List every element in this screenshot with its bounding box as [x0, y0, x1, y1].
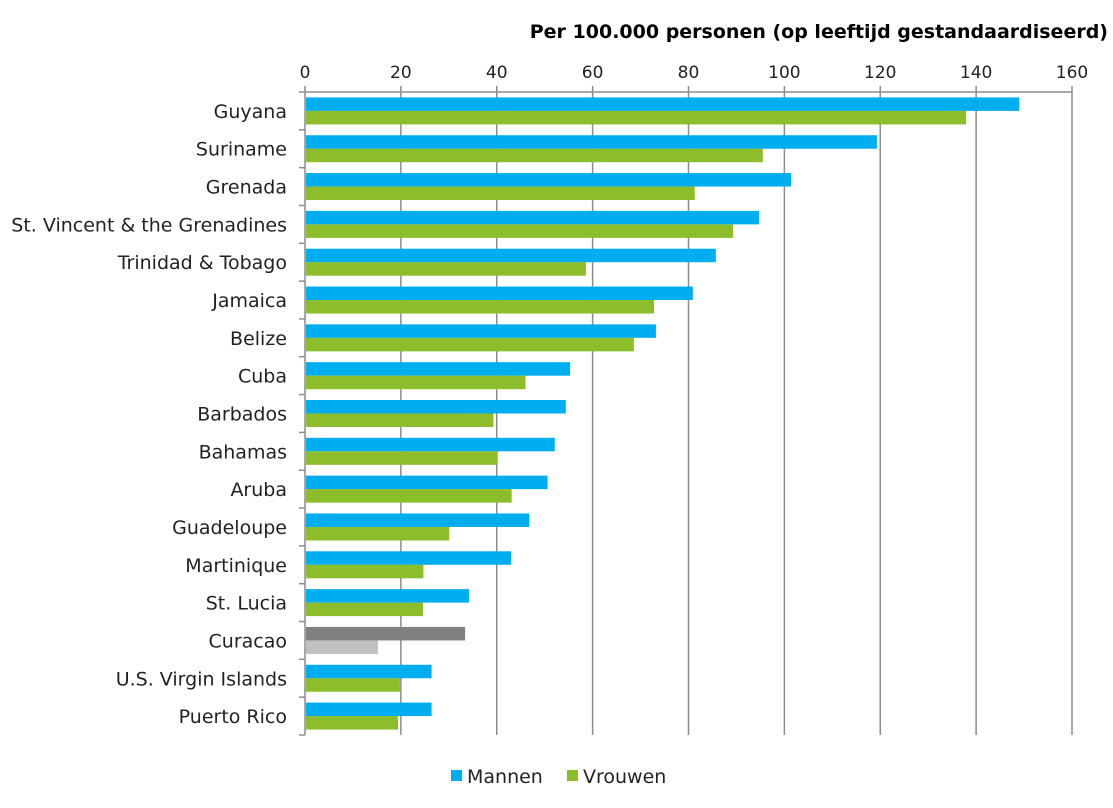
category-label: Martinique	[185, 555, 287, 577]
bar-mannen	[306, 589, 469, 603]
category-label: Aruba	[230, 479, 287, 501]
bar-vrouwen	[306, 186, 695, 201]
bar-mannen	[306, 437, 555, 452]
bar-vrouwen	[306, 526, 450, 541]
category-label: Cuba	[238, 366, 287, 388]
bar-mannen	[306, 400, 566, 414]
category-label: Puerto Rico	[179, 706, 287, 728]
bar-mannen	[306, 664, 432, 679]
x-tick-label: 80	[678, 63, 700, 83]
bar-vrouwen	[306, 224, 734, 238]
category-label: Grenada	[206, 177, 287, 199]
bar-mannen	[306, 362, 571, 376]
bar-vrouwen	[306, 602, 423, 617]
bar-mannen	[306, 551, 512, 565]
legend-label: Vrouwen	[583, 766, 666, 788]
bar-mannen	[306, 97, 1020, 111]
bar-vrouwen	[306, 148, 763, 163]
bar-mannen	[306, 702, 432, 717]
bar-vrouwen	[306, 716, 398, 730]
bar-mannen	[306, 626, 466, 641]
x-axis-ticks: 0 20 40 60 80 100 120 140 160	[299, 63, 1088, 736]
bar-vrouwen	[306, 489, 512, 503]
legend: Mannen Vrouwen	[451, 766, 666, 788]
category-labels: Guyana Suriname Grenada St. Vincent & the G…	[11, 101, 287, 728]
bar-mannen	[306, 475, 548, 490]
category-label: Guadeloupe	[172, 517, 287, 539]
x-tick-label: 60	[582, 63, 604, 83]
category-label: Suriname	[196, 139, 287, 161]
x-tick-label: 120	[864, 63, 896, 83]
bar-vrouwen	[306, 413, 494, 427]
category-label: Bahamas	[199, 441, 287, 463]
bar-vrouwen	[306, 640, 378, 654]
category-label: Trinidad & Tobago	[117, 252, 287, 274]
category-label: Barbados	[197, 404, 287, 426]
x-tick-label: 160	[1056, 63, 1088, 83]
x-axis-title: Per 100.000 personen (op leeftijd gestan…	[530, 21, 1108, 43]
category-label: Curacao	[209, 630, 287, 652]
x-tick-label: 0	[300, 63, 311, 83]
category-label: Jamaica	[211, 290, 287, 312]
category-label: U.S. Virgin Islands	[116, 668, 287, 690]
category-label: Guyana	[214, 101, 287, 123]
legend-label: Mannen	[467, 766, 543, 788]
bars	[306, 97, 1020, 730]
legend-swatch	[567, 770, 578, 781]
bar-vrouwen	[306, 110, 967, 125]
legend-swatch	[451, 770, 462, 781]
bar-vrouwen	[306, 451, 498, 465]
bar-vrouwen	[306, 678, 400, 692]
bar-mannen	[306, 513, 530, 527]
x-tick-label: 140	[960, 63, 992, 83]
category-label: St. Vincent & the Grenadines	[11, 214, 287, 236]
x-tick-label: 20	[390, 63, 412, 83]
bar-mannen	[306, 173, 792, 187]
bar-mannen	[306, 135, 877, 149]
x-tick-label: 100	[768, 63, 800, 83]
x-tick-label: 40	[486, 63, 508, 83]
bar-mannen	[306, 248, 716, 263]
bar-mannen	[306, 286, 693, 301]
bar-vrouwen	[306, 337, 634, 352]
category-label: Belize	[230, 328, 287, 350]
category-label: St. Lucia	[206, 593, 287, 615]
bar-vrouwen	[306, 564, 424, 579]
bar-vrouwen	[306, 300, 654, 314]
bar-mannen	[306, 210, 759, 225]
bar-vrouwen	[306, 375, 526, 390]
bar-vrouwen	[306, 262, 586, 276]
bar-mannen	[306, 324, 656, 338]
